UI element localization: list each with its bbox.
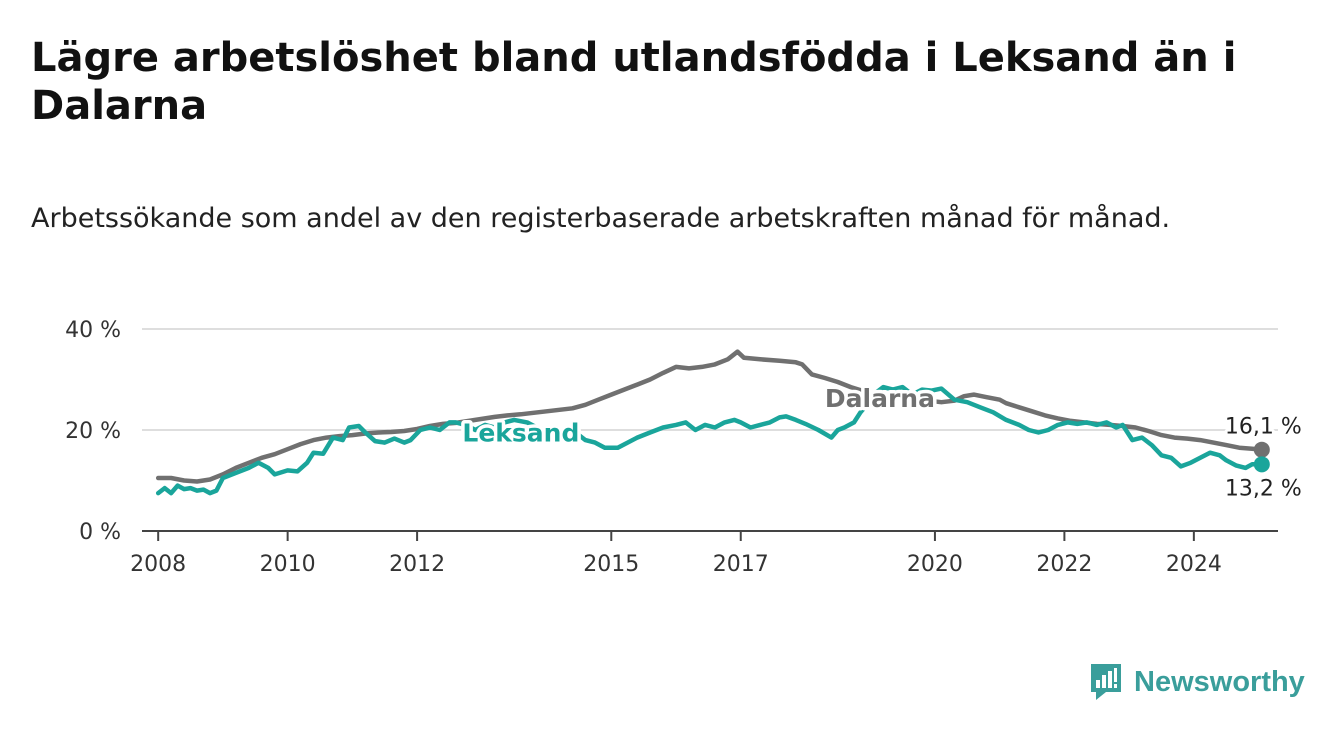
series-label-leksand: Leksand: [462, 419, 579, 448]
x-axis: 2008 2010 2012 2015 2017 2020 2022 2024: [130, 530, 1278, 577]
series-labels: Dalarna Leksand 16,1 % 13,2 %: [459, 380, 1305, 504]
y-tick-label: 0 %: [79, 520, 121, 545]
x-tick-label: 2010: [260, 552, 316, 577]
y-tick-label: 40 %: [65, 318, 121, 343]
x-tick-label: 2024: [1166, 552, 1222, 577]
y-axis: 0 % 20 % 40 %: [65, 318, 121, 545]
x-tick-label: 2022: [1036, 552, 1092, 577]
series-line-leksand: [155, 384, 1265, 496]
end-value-label-dalarna: 16,1 %: [1225, 415, 1302, 440]
brand-name: Newsworthy: [1134, 665, 1305, 698]
x-tick-label: 2015: [583, 552, 639, 577]
x-tick-label: 2017: [713, 552, 769, 577]
x-tick-label: 2012: [389, 552, 445, 577]
gridlines: [142, 328, 1278, 431]
line-chart: 0 % 20 % 40 % 2008 2010 2012 2015 2017 2020 2022…: [65, 318, 1305, 577]
end-value-label-leksand: 13,2 %: [1225, 476, 1302, 501]
chart-subtitle: Arbetssökande som andel av den registerb…: [31, 203, 1171, 234]
end-point-leksand: [1253, 456, 1270, 473]
series-lines: [155, 349, 1265, 496]
x-tick-label: 2020: [907, 552, 963, 577]
chart-title: Lägre arbetslöshet bland utlandsfödda i …: [31, 35, 1237, 129]
y-tick-label: 20 %: [65, 419, 121, 444]
series-line-dalarna: [155, 349, 1265, 484]
x-tick-label: 2008: [130, 552, 186, 577]
series-label-dalarna: Dalarna: [825, 384, 935, 413]
newsworthy-chart-icon: [1091, 664, 1121, 700]
brand-logo: Newsworthy: [1088, 660, 1305, 704]
end-point-dalarna: [1253, 441, 1270, 458]
